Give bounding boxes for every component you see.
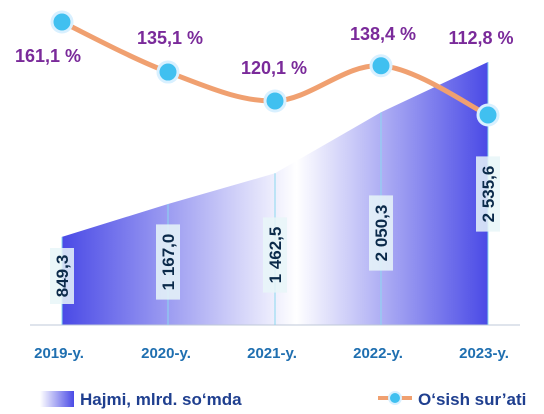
area-value-text: 849,3: [53, 255, 72, 298]
growth-marker: [369, 54, 393, 78]
line-series: [50, 10, 500, 127]
value-labels: 849,3 1 167,0 1 462,5 2 050,3 2 535,6: [50, 156, 500, 304]
area-value-label: 849,3: [50, 248, 74, 304]
category-label: 2022-y.: [353, 345, 403, 362]
percent-labels: 161,1 % 135,1 % 120,1 % 138,4 % 112,8 %: [15, 24, 514, 78]
category-axis: 2019-y. 2020-y. 2021-y. 2022-y. 2023-y.: [34, 345, 509, 362]
area-value-label: 2 050,3: [369, 195, 393, 271]
legend-area-swatch: [40, 391, 74, 407]
growth-marker: [50, 10, 74, 34]
area-value-label: 2 535,6: [476, 156, 500, 232]
area-value-text: 2 050,3: [372, 205, 391, 262]
legend-area-label: Hajmi, mlrd. so‘mda: [80, 390, 242, 409]
area-value-text: 1 462,5: [266, 227, 285, 284]
growth-marker: [263, 89, 287, 113]
area-value-text: 1 167,0: [159, 234, 178, 291]
growth-marker: [476, 103, 500, 127]
legend-line-label: O‘sish sur’ati: [418, 390, 526, 409]
growth-value-label: 120,1 %: [241, 58, 307, 78]
category-label: 2021-y.: [247, 345, 297, 362]
category-label: 2023-y.: [459, 345, 509, 362]
category-label: 2019-y.: [34, 345, 84, 362]
area-value-label-bg: [369, 195, 393, 271]
growth-value-label: 138,4 %: [350, 24, 416, 44]
growth-value-label: 161,1 %: [15, 46, 81, 66]
growth-marker: [156, 60, 180, 84]
area-value-label-bg: [263, 217, 287, 293]
area-value-label-bg: [156, 224, 180, 300]
legend: Hajmi, mlrd. so‘mda O‘sish sur’ati: [40, 390, 526, 409]
growth-value-label: 112,8 %: [448, 28, 513, 48]
growth-value-label: 135,1 %: [137, 28, 203, 48]
area-value-label: 1 462,5: [263, 217, 287, 293]
area-value-label-bg: [476, 156, 500, 232]
area-value-text: 2 535,6: [479, 166, 498, 223]
category-label: 2020-y.: [141, 345, 191, 362]
area-value-label-bg: [50, 248, 74, 304]
area-value-label: 1 167,0: [156, 224, 180, 300]
legend-line-marker: [388, 391, 402, 405]
